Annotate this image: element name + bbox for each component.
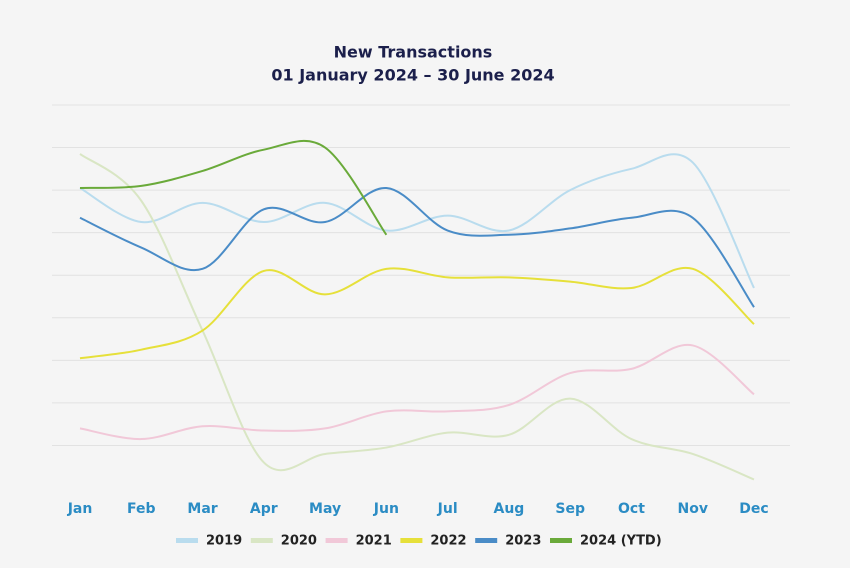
legend-swatch	[250, 538, 273, 543]
series-line	[79, 266, 755, 360]
x-tick-label: Nov	[677, 501, 707, 517]
x-tick-label: Jul	[437, 501, 458, 517]
chart-subtitle: 01 January 2024 – 30 June 2024	[271, 66, 554, 85]
series-line	[79, 153, 755, 289]
legend-label: 2024 (YTD)	[580, 534, 662, 549]
x-tick-label: Jan	[67, 501, 93, 517]
legend-label: 2019	[206, 534, 242, 549]
legend-swatch	[550, 538, 572, 543]
x-tick-label: Dec	[739, 501, 768, 517]
series-line	[79, 186, 755, 308]
series-line	[79, 153, 755, 481]
x-tick-label: Sep	[555, 501, 585, 517]
legend-label: 2023	[505, 534, 541, 549]
legend-swatch	[325, 538, 348, 543]
x-tick-label: Jun	[373, 501, 399, 517]
series-line	[79, 343, 755, 441]
legend-swatch	[176, 538, 198, 543]
x-tick-label: Aug	[493, 501, 524, 517]
chart-title: New Transactions	[334, 43, 493, 62]
legend-swatch	[400, 538, 423, 543]
series-line	[79, 139, 388, 236]
legend-label: 2022	[430, 534, 466, 549]
legend-label: 2021	[356, 534, 392, 549]
x-tick-label: May	[309, 501, 341, 517]
x-tick-label: Oct	[618, 501, 645, 517]
legend-swatch	[475, 538, 498, 543]
legend-label: 2020	[281, 534, 317, 549]
x-tick-label: Apr	[250, 501, 278, 517]
x-tick-label: Feb	[127, 501, 156, 517]
x-tick-label: Mar	[187, 501, 217, 517]
